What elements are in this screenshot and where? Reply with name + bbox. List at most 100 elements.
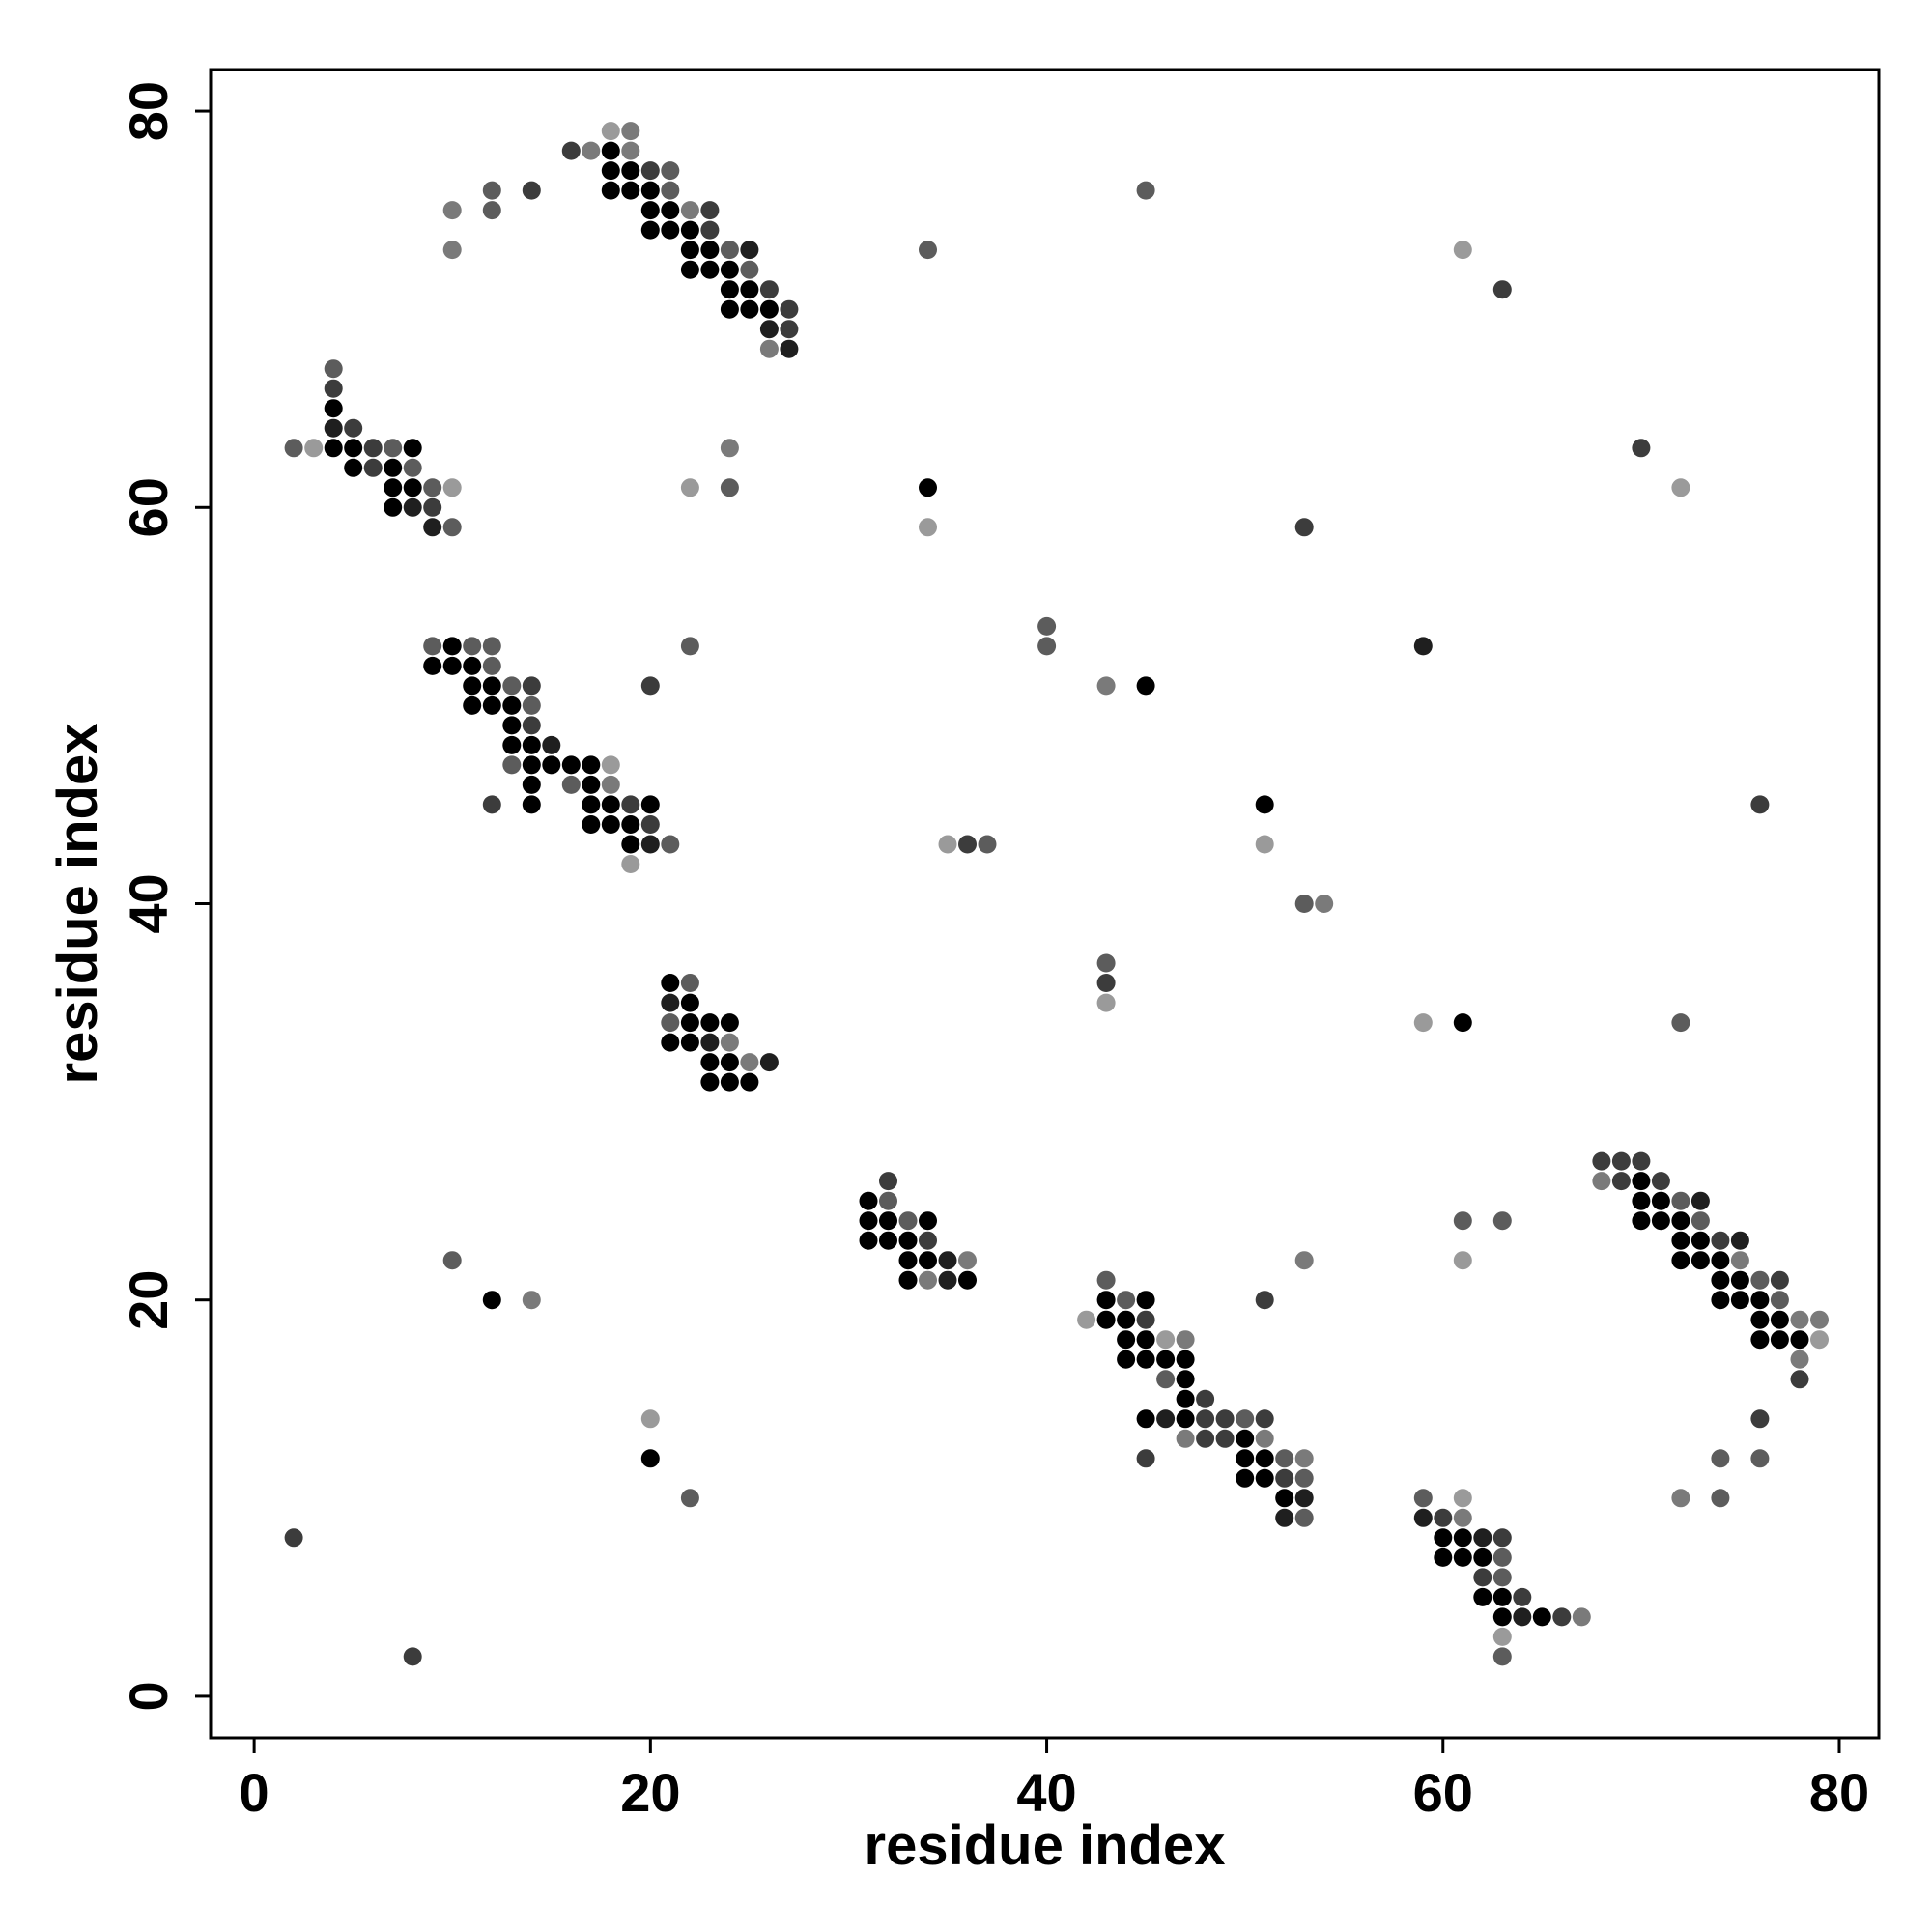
contact-point-294 <box>1492 1587 1512 1606</box>
contact-point-78 <box>919 478 937 497</box>
contact-point-264 <box>1136 1449 1155 1468</box>
contact-point-205 <box>1730 1231 1749 1250</box>
contact-point-72 <box>423 497 442 517</box>
contact-point-67 <box>403 478 422 497</box>
contact-point-41 <box>482 181 501 200</box>
contact-point-89 <box>463 656 482 675</box>
contact-point-34 <box>740 299 759 319</box>
contact-point-83 <box>423 637 442 656</box>
contact-point-35 <box>759 299 779 319</box>
contact-point-21 <box>700 220 720 240</box>
contact-point-90 <box>482 656 501 675</box>
contact-point-151 <box>661 1033 680 1052</box>
contact-point-313 <box>680 1489 699 1508</box>
contact-point-179 <box>898 1251 918 1270</box>
contact-point-2 <box>561 141 581 160</box>
contact-point-96 <box>482 696 501 715</box>
contact-point-15 <box>661 201 680 220</box>
contact-point-111 <box>561 775 581 794</box>
y-tick-label: 60 <box>118 477 179 537</box>
contact-point-292 <box>1492 1568 1512 1587</box>
x-tick-label: 20 <box>620 1762 680 1823</box>
contact-point-59 <box>363 439 383 458</box>
contact-point-253 <box>1156 1409 1176 1429</box>
x-tick-label: 60 <box>1413 1762 1473 1823</box>
contact-point-261 <box>1215 1429 1235 1448</box>
contact-point-242 <box>1156 1330 1176 1350</box>
contact-point-40 <box>780 339 799 358</box>
contact-point-128 <box>680 637 699 656</box>
contact-point-244 <box>1117 1350 1136 1369</box>
contact-point-311 <box>640 1409 660 1429</box>
contact-point-198 <box>1632 1211 1651 1231</box>
contact-point-99 <box>502 716 522 735</box>
contact-point-30 <box>720 280 739 299</box>
contact-point-85 <box>463 637 482 656</box>
contact-point-25 <box>740 241 759 260</box>
contact-point-175 <box>859 1231 878 1250</box>
contact-point-69 <box>442 478 462 497</box>
contact-point-166 <box>1453 1013 1472 1033</box>
contact-point-310 <box>522 1291 541 1310</box>
contact-point-65 <box>403 458 422 477</box>
contact-point-54 <box>344 418 363 438</box>
contact-point-10 <box>601 181 620 200</box>
contact-point-88 <box>442 656 462 675</box>
contact-point-235 <box>1136 1291 1155 1310</box>
contact-point-285 <box>1473 1528 1492 1548</box>
contact-point-38 <box>780 320 799 339</box>
contact-point-144 <box>680 974 699 992</box>
contact-point-42 <box>522 181 541 200</box>
contact-point-129 <box>640 676 660 696</box>
contact-point-167 <box>1671 1013 1690 1033</box>
contact-point-125 <box>640 835 660 854</box>
contact-point-180 <box>919 1251 937 1270</box>
x-tick-label: 0 <box>240 1762 270 1823</box>
contact-point-17 <box>700 201 720 220</box>
contact-point-162 <box>1096 953 1116 973</box>
contact-point-56 <box>304 439 324 458</box>
contact-point-109 <box>601 755 620 775</box>
contact-point-174 <box>919 1211 937 1231</box>
contact-point-280 <box>1413 1508 1433 1527</box>
contact-point-27 <box>700 260 720 279</box>
contact-point-231 <box>1294 1251 1314 1270</box>
contact-point-100 <box>522 716 541 735</box>
contact-point-16 <box>680 201 699 220</box>
contact-point-234 <box>1117 1291 1136 1310</box>
contact-point-258 <box>1255 1409 1274 1429</box>
contact-point-165 <box>1413 1013 1433 1033</box>
contact-point-51 <box>324 379 343 398</box>
contact-point-176 <box>879 1231 897 1250</box>
contact-point-91 <box>463 676 482 696</box>
contact-point-101 <box>502 735 522 754</box>
contact-point-194 <box>1632 1191 1651 1210</box>
contact-point-266 <box>1255 1449 1274 1468</box>
contact-point-307 <box>1711 1489 1730 1508</box>
contact-point-239 <box>1136 1310 1155 1329</box>
contact-point-57 <box>324 439 343 458</box>
contact-point-70 <box>384 497 403 517</box>
contact-point-103 <box>542 735 561 754</box>
contact-point-199 <box>1651 1211 1670 1231</box>
contact-point-184 <box>919 1270 937 1290</box>
contact-point-172 <box>879 1211 897 1231</box>
contact-point-170 <box>879 1191 897 1210</box>
contact-point-9 <box>661 161 680 181</box>
contact-point-237 <box>1096 1310 1116 1329</box>
contact-point-210 <box>1711 1270 1730 1290</box>
contact-point-227 <box>1790 1370 1809 1389</box>
contact-point-106 <box>542 755 561 775</box>
contact-point-3 <box>582 141 601 160</box>
contact-point-214 <box>1711 1291 1730 1310</box>
contact-point-284 <box>1453 1528 1472 1548</box>
contact-point-254 <box>1176 1409 1195 1429</box>
contact-point-95 <box>463 696 482 715</box>
contact-point-169 <box>859 1191 878 1210</box>
contact-point-218 <box>1750 1310 1770 1329</box>
x-axis: 0 20 40 60 80 <box>240 1738 1869 1823</box>
contact-point-36 <box>780 299 799 319</box>
contact-point-286 <box>1492 1528 1512 1548</box>
x-axis-title: residue index <box>865 1814 1226 1877</box>
